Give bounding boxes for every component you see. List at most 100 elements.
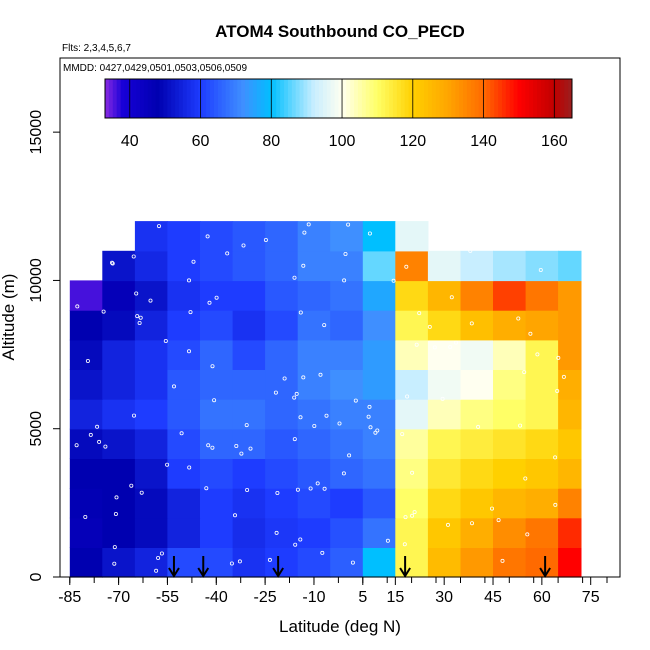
heatmap-cell [134, 369, 169, 400]
heatmap-cell [558, 369, 582, 400]
sample-point [385, 538, 390, 543]
colorbar-swatch [322, 79, 328, 118]
colorbar-swatch [389, 79, 394, 118]
heatmap-cell [297, 221, 331, 252]
sample-point [187, 465, 192, 470]
colorbar-swatch [342, 79, 347, 118]
heatmap-cell [134, 339, 169, 370]
heatmap-cell [460, 369, 494, 400]
sample-point [468, 248, 473, 253]
sample-point [402, 542, 407, 547]
colorbar-swatch [245, 79, 250, 118]
sample-point [410, 513, 415, 518]
sample-point [561, 374, 566, 379]
colorbar-swatch [435, 79, 441, 118]
sample-point [237, 559, 242, 564]
heatmap-cell [362, 310, 396, 341]
heatmap-cell [102, 517, 136, 548]
sample-point [489, 506, 494, 511]
heatmap-cell [232, 339, 266, 370]
profile-arrow [399, 556, 411, 578]
sample-point [324, 413, 329, 418]
sample-point [274, 530, 279, 535]
heatmap-cell [427, 458, 462, 489]
heatmap-cell [265, 517, 299, 548]
sample-point [210, 445, 215, 450]
profile-arrow-head [399, 567, 411, 578]
colorbar-swatch [178, 79, 184, 118]
heatmap-cell [525, 250, 559, 282]
sample-point [308, 486, 313, 491]
sample-point [292, 395, 297, 400]
sample-point [188, 310, 193, 315]
sample-point [535, 352, 540, 357]
heatmap-cell [558, 310, 582, 341]
heatmap-cell [525, 399, 559, 430]
sample-point [131, 254, 136, 259]
colorbar-swatch [517, 79, 522, 118]
sample-point [263, 237, 268, 242]
sample-point [469, 521, 474, 526]
colorbar-swatch [307, 79, 312, 118]
heatmap-cell [297, 488, 331, 519]
heatmap-cell [525, 517, 559, 548]
sample-point [500, 558, 505, 563]
sample-point [83, 515, 88, 520]
sample-point [525, 532, 530, 537]
sample-point [312, 423, 317, 428]
heatmap-cell [558, 458, 582, 489]
heatmap-cell [395, 369, 429, 400]
colorbar-swatch [533, 79, 538, 118]
colorbar-swatch [225, 79, 231, 118]
heatmap-cell [558, 280, 582, 311]
y-tick-label: 10000 [28, 258, 45, 303]
heatmap-cell [330, 280, 364, 311]
heatmap-cell [395, 458, 429, 489]
heatmap-cell [69, 310, 103, 341]
sample-point [342, 278, 347, 283]
heatmap-cell [134, 428, 169, 459]
colorbar-swatch [501, 79, 507, 118]
sample-point [95, 424, 100, 429]
colorbar-swatch [186, 79, 192, 118]
sample-point [205, 234, 210, 239]
colorbar-swatch [416, 79, 421, 118]
sample-point [241, 243, 246, 248]
sample-point [204, 486, 209, 491]
sample-point [293, 542, 298, 547]
colorbar: 40 60 80 100 120 140 160 [104, 78, 573, 150]
sample-point [538, 267, 543, 272]
heatmap-cell [102, 428, 136, 459]
sample-point [85, 358, 90, 363]
profile-arrow [539, 556, 551, 578]
heatmap-cell [330, 547, 364, 578]
x-axis: -85 -70 -55 -40 -25 -10 5 15 30 45 60 75 [58, 577, 608, 606]
sample-point [414, 342, 419, 347]
colorbar-swatch [556, 79, 561, 118]
colorbar-swatch [459, 79, 464, 118]
colorbar-swatch [182, 79, 188, 118]
mmdd-note: MMDD: 0427,0429,0501,0503,0506,0509 [63, 63, 247, 74]
heatmap-cell [232, 369, 266, 400]
colorbar-tick-label: 140 [470, 133, 497, 150]
colorbar-swatch [143, 79, 149, 118]
heatmap-cell [427, 369, 462, 400]
colorbar-swatch [241, 79, 246, 118]
sample-point [453, 340, 458, 345]
sample-point [135, 314, 140, 319]
heatmap-cell [362, 399, 396, 430]
sample-point [318, 372, 323, 377]
sample-point [267, 557, 272, 562]
sample-point [234, 443, 239, 448]
heatmap-cell [102, 369, 136, 400]
sample-point [110, 260, 115, 265]
heatmap-cell [265, 547, 299, 578]
sample-point [366, 414, 371, 419]
heatmap-cell [330, 399, 364, 430]
heatmap-cell [297, 369, 331, 400]
sample-point [301, 263, 306, 268]
sample-point [273, 390, 278, 395]
colorbar-swatch [350, 79, 355, 118]
profile-arrow-head [539, 567, 551, 578]
sample-point [131, 413, 136, 418]
